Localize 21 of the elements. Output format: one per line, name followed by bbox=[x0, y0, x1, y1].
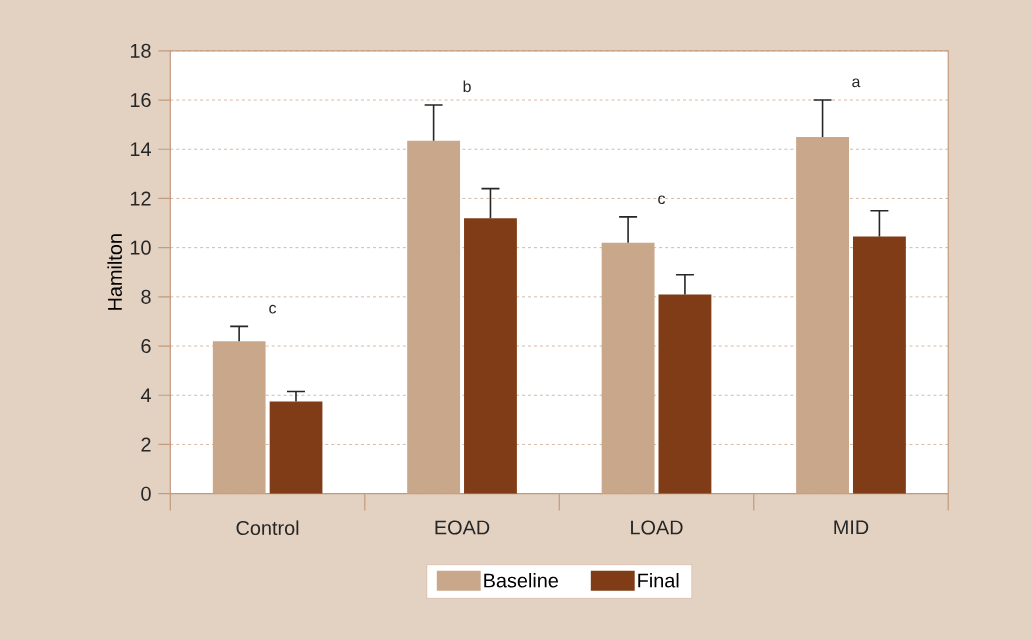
y-tick-label: 12 bbox=[130, 191, 151, 206]
legend-label: Final bbox=[638, 572, 679, 588]
y-tick-label: 6 bbox=[141, 338, 151, 353]
y-tick-label: 4 bbox=[140, 388, 151, 402]
x-tick-label: EOAD bbox=[435, 520, 490, 535]
y-tick-label: 0 bbox=[141, 486, 151, 501]
annotation: a bbox=[852, 78, 861, 88]
y-tick-label: 16 bbox=[130, 92, 151, 107]
y-tick-label: 10 bbox=[130, 240, 151, 255]
y-tick-label: 14 bbox=[130, 142, 151, 156]
x-tick-label: LOAD bbox=[631, 520, 683, 535]
x-tick-label: MID bbox=[834, 520, 869, 534]
y-tick-label: 8 bbox=[141, 289, 151, 304]
x-tick-label: Control bbox=[236, 520, 299, 535]
annotation: c bbox=[269, 304, 277, 314]
y-tick-label: 2 bbox=[141, 437, 151, 452]
annotation: c bbox=[658, 195, 666, 204]
legend-label: Baseline bbox=[484, 572, 558, 588]
y-axis-title: Hamilton bbox=[107, 234, 122, 310]
y-tick-label: 18 bbox=[130, 43, 151, 58]
annotation: b bbox=[463, 80, 471, 93]
